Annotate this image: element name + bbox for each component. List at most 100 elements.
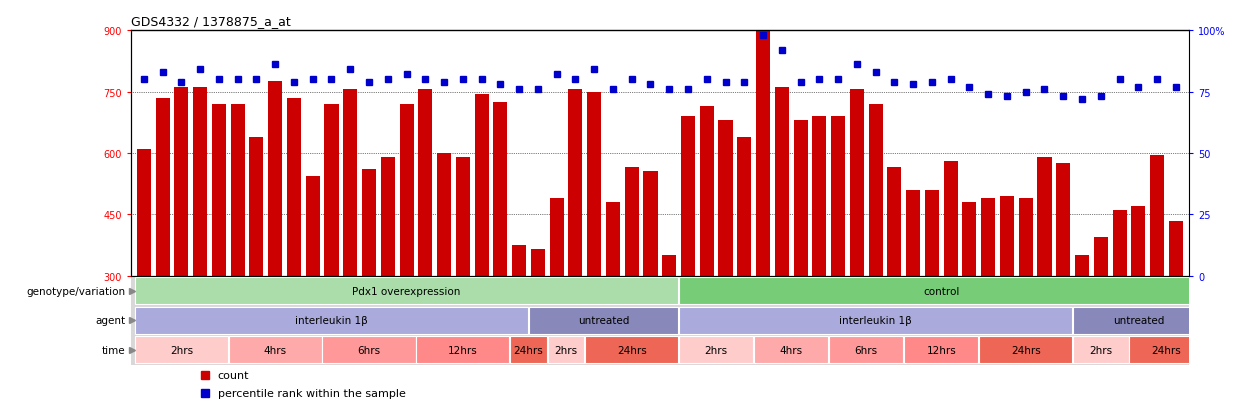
Bar: [549, 199, 564, 276]
Bar: [193, 88, 207, 276]
Text: 2hrs: 2hrs: [705, 345, 727, 355]
Bar: [981, 199, 995, 276]
Bar: [134, 307, 528, 334]
Bar: [529, 307, 679, 334]
Bar: [829, 337, 904, 363]
Bar: [980, 337, 1072, 363]
Bar: [418, 90, 432, 276]
Text: 4hrs: 4hrs: [264, 345, 286, 355]
Bar: [510, 337, 547, 363]
Text: 12hrs: 12hrs: [926, 345, 956, 355]
Bar: [774, 88, 789, 276]
Text: 2hrs: 2hrs: [1089, 345, 1112, 355]
Bar: [268, 82, 283, 276]
Bar: [944, 162, 957, 276]
Bar: [700, 107, 713, 276]
Bar: [588, 93, 601, 276]
Text: interleukin 1β: interleukin 1β: [295, 316, 367, 325]
Text: 2hrs: 2hrs: [169, 345, 193, 355]
Bar: [737, 137, 751, 276]
Text: 12hrs: 12hrs: [448, 345, 478, 355]
Bar: [416, 337, 509, 363]
Bar: [456, 158, 469, 276]
Bar: [1113, 211, 1127, 276]
Text: 24hrs: 24hrs: [1011, 345, 1041, 355]
Bar: [548, 337, 584, 363]
Text: agent: agent: [96, 316, 126, 325]
Bar: [212, 104, 225, 276]
Bar: [137, 150, 151, 276]
Bar: [625, 168, 639, 276]
Bar: [906, 190, 920, 276]
Bar: [400, 104, 413, 276]
Bar: [756, 23, 771, 276]
Text: GDS4332 / 1378875_a_at: GDS4332 / 1378875_a_at: [131, 15, 290, 28]
Bar: [606, 203, 620, 276]
Bar: [362, 170, 376, 276]
Bar: [1169, 221, 1183, 276]
Bar: [904, 337, 979, 363]
Text: 4hrs: 4hrs: [779, 345, 803, 355]
Bar: [286, 98, 301, 276]
Text: 2hrs: 2hrs: [554, 345, 578, 355]
Bar: [925, 190, 939, 276]
Text: percentile rank within the sample: percentile rank within the sample: [218, 388, 406, 398]
Bar: [1000, 197, 1013, 276]
Bar: [1129, 337, 1204, 363]
Text: 24hrs: 24hrs: [616, 345, 646, 355]
Text: interleukin 1β: interleukin 1β: [839, 316, 913, 325]
Bar: [832, 117, 845, 276]
Text: 6hrs: 6hrs: [854, 345, 878, 355]
Bar: [381, 158, 395, 276]
Bar: [679, 337, 753, 363]
Bar: [322, 337, 416, 363]
Bar: [718, 121, 732, 276]
Bar: [754, 337, 828, 363]
Bar: [1018, 199, 1033, 276]
Bar: [512, 246, 527, 276]
Bar: [474, 94, 488, 276]
Text: 24hrs: 24hrs: [514, 345, 543, 355]
Bar: [134, 278, 679, 304]
Bar: [869, 104, 883, 276]
Bar: [493, 102, 508, 276]
Bar: [812, 117, 827, 276]
Bar: [1073, 337, 1128, 363]
Bar: [344, 90, 357, 276]
Bar: [1132, 207, 1145, 276]
Bar: [249, 137, 264, 276]
Bar: [174, 88, 188, 276]
Bar: [1150, 156, 1164, 276]
Bar: [530, 250, 545, 276]
Bar: [569, 90, 583, 276]
Bar: [306, 176, 320, 276]
Bar: [1056, 164, 1071, 276]
Bar: [437, 154, 451, 276]
Text: 24hrs: 24hrs: [1152, 345, 1182, 355]
Bar: [1074, 256, 1089, 276]
Bar: [681, 117, 695, 276]
Text: genotype/variation: genotype/variation: [26, 286, 126, 296]
Bar: [850, 90, 864, 276]
Bar: [156, 98, 169, 276]
Bar: [230, 104, 245, 276]
Text: time: time: [102, 345, 126, 355]
Text: untreated: untreated: [1113, 316, 1164, 325]
Text: untreated: untreated: [578, 316, 629, 325]
Bar: [888, 168, 901, 276]
Text: count: count: [218, 370, 249, 380]
Bar: [134, 337, 228, 363]
Bar: [962, 203, 976, 276]
Bar: [229, 337, 321, 363]
Bar: [1037, 158, 1052, 276]
Text: 6hrs: 6hrs: [357, 345, 381, 355]
Text: control: control: [923, 286, 960, 296]
Text: Pdx1 overexpression: Pdx1 overexpression: [352, 286, 461, 296]
Bar: [679, 307, 1072, 334]
Bar: [793, 121, 808, 276]
Bar: [325, 104, 339, 276]
Bar: [585, 337, 679, 363]
Bar: [662, 256, 676, 276]
Bar: [644, 172, 657, 276]
Bar: [1094, 237, 1108, 276]
